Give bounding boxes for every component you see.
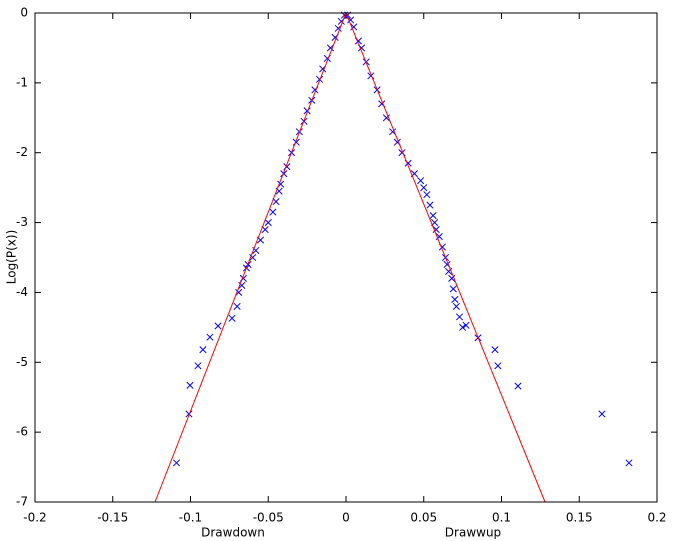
x-marker (423, 191, 431, 199)
x-marker (449, 285, 457, 293)
x-marker (514, 382, 522, 390)
x-marker (417, 177, 425, 185)
x-tick-label: 0.2 (647, 511, 666, 525)
x-marker (206, 333, 214, 341)
x-marker (598, 410, 606, 418)
x-tick-label: -0.1 (179, 511, 202, 525)
x-marker (214, 322, 222, 330)
x-marker (303, 107, 311, 115)
x-marker (269, 208, 277, 216)
plot-box (34, 12, 658, 503)
x-marker (491, 346, 499, 354)
x-marker (452, 302, 460, 310)
x-marker (448, 274, 456, 283)
x-marker (459, 323, 467, 331)
x-marker (194, 362, 202, 370)
x-marker (264, 219, 272, 227)
x-marker (280, 170, 288, 178)
x-tick-label: 0 (342, 511, 350, 525)
x-marker (261, 226, 269, 234)
x-marker (186, 381, 194, 389)
x-marker (429, 212, 437, 220)
y-tick-label: -7 (16, 495, 28, 509)
x-tick-label: 0.15 (566, 511, 593, 525)
x-marker (347, 16, 355, 24)
x-marker (462, 321, 470, 329)
y-tick-label: 0 (20, 6, 28, 20)
x-tick-label: -0.2 (23, 511, 46, 525)
y-tick-label: -2 (16, 145, 28, 159)
x-marker (326, 44, 335, 52)
x-marker (172, 459, 181, 467)
x-marker (367, 72, 375, 80)
x-tick-label: -0.05 (253, 511, 284, 525)
y-tick-label: -4 (16, 285, 28, 299)
x-marker (426, 201, 434, 209)
x-marker (382, 114, 390, 122)
x-marker (350, 23, 358, 31)
y-tick-label: -6 (16, 425, 28, 439)
x-marker (451, 295, 459, 303)
y-tick-label: -5 (16, 355, 28, 369)
x-marker (199, 346, 207, 354)
x-marker (494, 362, 502, 370)
y-tick-label: -1 (16, 75, 28, 89)
y-axis-label: Log(P(x)) (5, 230, 19, 285)
y-tick-label: -3 (16, 215, 28, 229)
x-marker (233, 302, 241, 310)
x-marker (432, 226, 440, 234)
x-tick-label: 0.05 (410, 511, 437, 525)
x-marker (455, 313, 464, 321)
x-tick-label: 0.1 (492, 511, 511, 525)
x-marker (420, 184, 428, 192)
x-marker (228, 314, 236, 322)
x-marker (435, 232, 443, 241)
x-marker (625, 459, 633, 467)
x-marker (249, 253, 257, 262)
x-axis-label: Drawdown (201, 526, 265, 540)
fit-line (154, 11, 546, 503)
x-marker (272, 198, 280, 206)
x-tick-label: -0.15 (97, 511, 128, 525)
x-marker (292, 138, 300, 146)
x-axis-label: Drawwup (445, 526, 501, 540)
x-marker (238, 281, 246, 289)
